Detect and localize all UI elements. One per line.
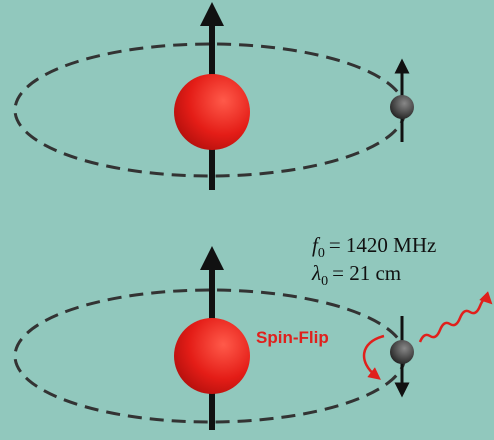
symbol: f [312,233,321,257]
subscript: 0 [318,246,325,261]
value: = 21 cm [332,261,401,285]
flip-arrow [362,334,385,380]
atom-antiparallel [13,246,493,430]
value: = 1420 MHz [329,233,437,257]
electron [390,95,414,119]
electron [390,340,414,364]
proton [174,74,250,150]
symbol: λ [311,261,321,285]
frequency-label: f0 = 1420 MHz [312,233,436,261]
photon-wave [418,291,493,343]
wavelength-label: λ0 = 21 cm [311,261,401,289]
atom-parallel [13,1,414,190]
spin-flip-label: Spin-Flip [256,328,329,347]
proton [174,318,250,394]
subscript: 0 [321,274,328,289]
